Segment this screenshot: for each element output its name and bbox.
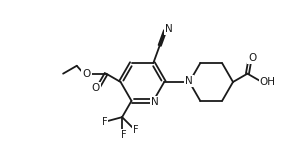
Text: F: F bbox=[121, 130, 126, 140]
Text: N: N bbox=[151, 97, 159, 107]
Text: O: O bbox=[82, 69, 91, 79]
Text: F: F bbox=[102, 117, 107, 127]
Text: O: O bbox=[92, 83, 100, 93]
Text: O: O bbox=[248, 53, 256, 63]
Text: F: F bbox=[133, 125, 138, 135]
Text: N: N bbox=[165, 24, 173, 34]
Text: N: N bbox=[185, 76, 193, 86]
Text: OH: OH bbox=[260, 76, 276, 87]
